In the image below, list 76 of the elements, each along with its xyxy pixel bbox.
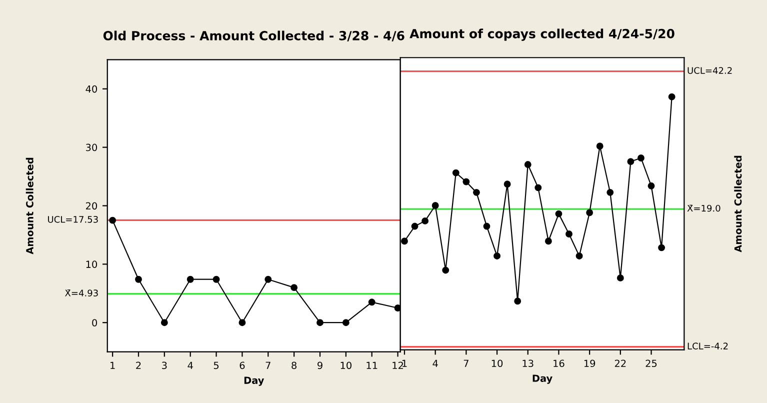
x-tick-label: 1 <box>110 362 115 369</box>
x-tick-label: 13 <box>522 360 534 368</box>
x-tick-label: 2 <box>136 362 141 369</box>
point <box>504 180 511 188</box>
y-tick-label: 20 <box>86 202 98 210</box>
point <box>411 222 418 230</box>
point <box>524 161 532 168</box>
x-tick-label: 16 <box>554 360 564 368</box>
point <box>586 209 594 216</box>
x-tick-label: 22 <box>614 360 626 367</box>
point <box>290 284 298 292</box>
x-tick-label: 4 <box>432 360 438 367</box>
point <box>186 276 194 283</box>
point <box>452 169 460 176</box>
x-tick-label: 7 <box>464 360 468 367</box>
x-tick-label: 10 <box>340 362 352 370</box>
y-tick-label: 0 <box>92 319 98 326</box>
ref-line-label: LCL=-4.2 <box>688 342 728 350</box>
ref-line-label: X̄=19.0 <box>687 204 720 212</box>
point <box>638 154 644 162</box>
point <box>394 304 400 312</box>
x-tick-label: 7 <box>266 362 270 369</box>
point <box>368 298 376 306</box>
point <box>316 319 324 326</box>
point <box>566 230 572 238</box>
y-tick-label: 40 <box>86 85 98 93</box>
point <box>616 274 624 282</box>
point <box>658 244 666 252</box>
point <box>442 266 450 274</box>
point <box>160 319 168 326</box>
x-tick-label: 12 <box>392 362 403 369</box>
y-tick-label: 30 <box>86 144 98 152</box>
point <box>494 252 500 260</box>
x-tick-label: 6 <box>240 362 245 370</box>
x-tick-label: 9 <box>318 362 322 370</box>
point <box>483 222 490 230</box>
point <box>627 158 634 166</box>
point <box>472 188 480 196</box>
x-axis-title: Day <box>532 374 552 384</box>
point <box>401 238 408 245</box>
x-tick-label: 19 <box>584 360 596 368</box>
ref-line-label: UCL=17.53 <box>48 216 98 223</box>
point <box>432 202 439 209</box>
point <box>342 319 350 326</box>
y-tick-label: 10 <box>86 260 98 268</box>
x-tick-label: 25 <box>646 360 657 368</box>
ref-line-label: UCL=42.2 <box>688 67 732 74</box>
x-tick-label: 8 <box>292 362 296 370</box>
x-tick-label: 3 <box>162 362 167 370</box>
point <box>212 276 220 283</box>
point <box>576 252 583 260</box>
y-axis-title: Amount Collected <box>26 158 34 254</box>
x-tick-label: 10 <box>492 360 503 368</box>
point <box>668 93 676 100</box>
point <box>109 216 116 224</box>
point <box>544 238 552 245</box>
ref-line-label: X̄=4.93 <box>65 290 98 296</box>
point <box>135 276 142 283</box>
point <box>648 182 655 190</box>
point <box>596 142 604 150</box>
point <box>264 276 272 283</box>
x-tick-label: 5 <box>214 362 219 370</box>
x-tick-label: 11 <box>366 362 378 369</box>
y-axis-title: Amount Collected <box>734 156 742 252</box>
point <box>534 184 542 192</box>
point <box>606 188 614 196</box>
chart-title: Old Process - Amount Collected - 3/28 - 4/6 <box>103 30 404 42</box>
point <box>514 298 522 305</box>
point <box>422 217 429 224</box>
chart-title: Amount of copays collected 4/24-5/20 <box>410 28 674 41</box>
x-axis-title: Day <box>244 376 264 386</box>
x-tick-label: 1 <box>402 360 407 367</box>
point <box>555 210 562 218</box>
x-tick-label: 4 <box>188 362 193 369</box>
point <box>462 178 470 186</box>
point <box>238 319 246 326</box>
